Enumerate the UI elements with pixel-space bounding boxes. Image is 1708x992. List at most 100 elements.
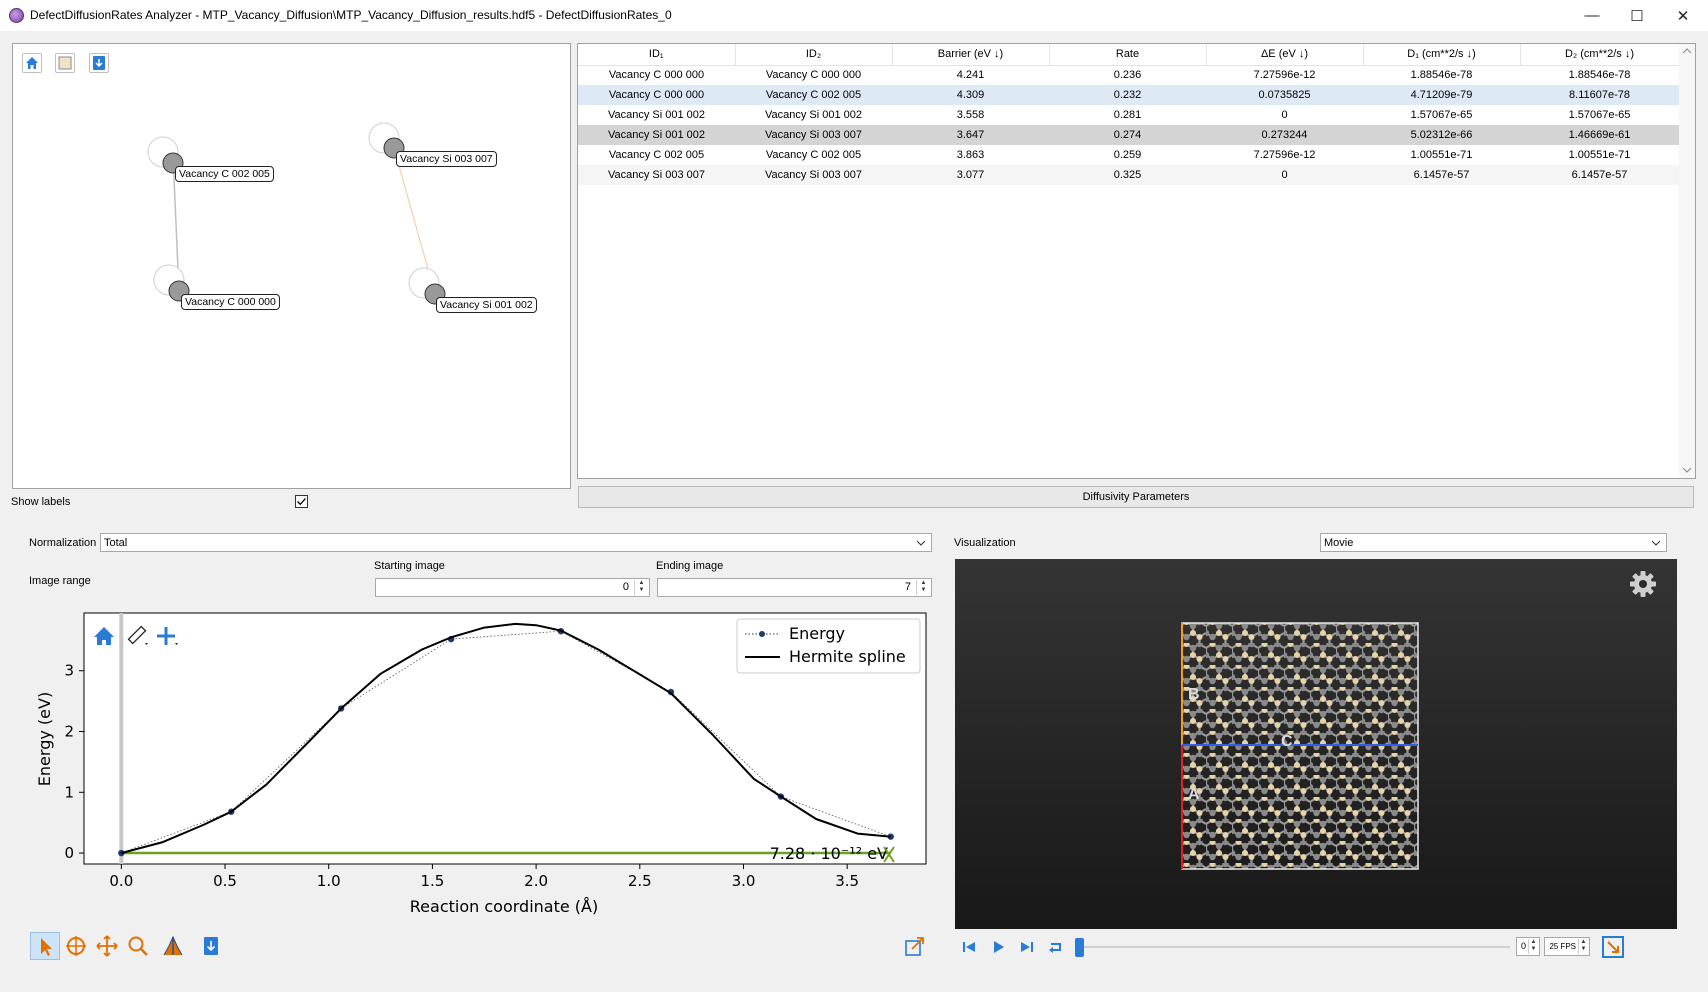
table-cell: 5.02312e-66 <box>1363 125 1520 145</box>
axis-a-label: A <box>1188 786 1200 803</box>
export-movie-icon[interactable] <box>1601 935 1625 959</box>
plot-toolbar[interactable] <box>94 625 178 645</box>
table-row[interactable]: Vacancy Si 001 002 Vacancy Si 001 002 3.55… <box>578 105 1679 125</box>
defect-graph-panel[interactable]: Vacancy C 002 005 Vacancy C 000 000 Vaca… <box>12 43 571 489</box>
table-cell: 1.88546e-78 <box>1410 69 1473 82</box>
table-cell: 8.11607e-78 <box>1520 85 1679 105</box>
table-row[interactable]: Vacancy Si 003 007 Vacancy Si 003 007 3.07… <box>578 165 1679 185</box>
diffusivity-parameters-button[interactable]: Diffusivity Parameters <box>578 486 1694 508</box>
image-range-label: Image range <box>29 575 91 587</box>
close-button[interactable]: ✕ <box>1676 7 1690 25</box>
zoom-icon[interactable] <box>126 934 150 958</box>
table-cell: Vacancy Si 003 007 <box>735 125 892 145</box>
timeline-track[interactable] <box>1075 946 1510 948</box>
chart-legend: Energy Hermite spline <box>736 618 921 674</box>
node-label: Vacancy C 000 000 <box>181 294 280 310</box>
normalization-select[interactable]: Total <box>100 533 932 552</box>
table-scrollbar[interactable] <box>1679 44 1695 478</box>
table-cell: 4.309 <box>892 85 1049 105</box>
show-labels-label: Show labels <box>11 496 71 508</box>
table-cell: 1.57067e-65 <box>1568 109 1631 121</box>
table-row[interactable]: Vacancy C 000 000 Vacancy C 002 005 4.309 0… <box>578 85 1679 105</box>
spin-arrows-icon[interactable]: ▲ ▼ <box>634 580 648 595</box>
table-cell: 0 <box>1206 165 1363 185</box>
spin-arrows-icon[interactable]: ▲ ▼ <box>916 580 930 595</box>
frame-value: 0 <box>1520 941 1526 951</box>
table-cell: 6.1457e-57 <box>1520 165 1679 185</box>
peak-icon[interactable] <box>162 934 186 958</box>
scroll-up-icon[interactable] <box>1682 47 1692 55</box>
chevron-down-icon <box>1651 540 1661 546</box>
minimize-button[interactable]: — <box>1584 7 1600 24</box>
table-cell: 1.00551e-71 <box>1410 149 1473 161</box>
home-icon[interactable] <box>22 53 42 73</box>
move-icon[interactable] <box>95 934 119 958</box>
defect-graph[interactable] <box>13 44 570 488</box>
table-cell: 0.273244 <box>1206 125 1363 145</box>
visualization-value: Movie <box>1324 536 1354 549</box>
checkmark-icon <box>297 498 306 506</box>
scroll-down-icon[interactable] <box>1682 466 1692 474</box>
ruler-icon[interactable] <box>127 625 148 645</box>
export-icon[interactable] <box>89 53 109 73</box>
export-icon[interactable] <box>199 934 223 958</box>
table-cell: 0 <box>1281 109 1288 121</box>
gear-icon[interactable] <box>1628 569 1658 599</box>
column-header[interactable]: ID₂ <box>735 44 893 66</box>
axis-b-label: B <box>1188 686 1200 703</box>
visualization-select[interactable]: Movie <box>1320 533 1667 552</box>
crystal-structure[interactable] <box>1180 621 1420 871</box>
endpoint-marker-icon <box>883 846 895 863</box>
table-cell: 6.1457e-57 <box>1363 165 1520 185</box>
table-cell: Vacancy Si 003 007 <box>735 165 892 185</box>
show-labels-checkbox[interactable] <box>295 495 308 508</box>
spin-arrows-icon[interactable]: ▲ ▼ <box>1578 939 1588 954</box>
table-cell: 7.27596e-12 <box>1253 69 1316 82</box>
home-icon[interactable] <box>94 627 114 645</box>
frame-icon[interactable] <box>55 53 75 73</box>
ending-image-spinbox[interactable]: 7 ▲ ▼ <box>657 578 932 597</box>
play-icon[interactable] <box>989 938 1007 956</box>
y-tick-label: 0 <box>64 844 74 862</box>
x-tick-label: 3.0 <box>732 872 756 890</box>
table-cell: 1.46669e-61 <box>1520 125 1679 145</box>
legend-spline-label: Hermite spline <box>789 647 906 666</box>
column-header[interactable]: Rate <box>1049 44 1207 66</box>
add-icon[interactable] <box>157 627 178 645</box>
starting-image-spinbox[interactable]: 0 ▲ ▼ <box>375 578 650 597</box>
fps-spinbox[interactable]: 25 FPS ▲ ▼ <box>1544 937 1590 956</box>
spin-arrows-icon[interactable]: ▲ ▼ <box>1528 939 1538 954</box>
column-header[interactable]: ΔE (eV ↓) <box>1206 44 1364 66</box>
table-cell: 0.274 <box>1049 125 1206 145</box>
column-header[interactable]: D₁ (cm**2/s ↓) <box>1363 44 1521 66</box>
table-cell: 1.00551e-71 <box>1568 149 1631 161</box>
table-header-row: ID₁ ID₂ Barrier (eV ↓) Rate ΔE (eV ↓) D₁… <box>578 44 1680 66</box>
table-cell: 3.558 <box>956 109 985 121</box>
table-row[interactable]: Vacancy C 002 005 Vacancy C 002 005 3.863 0… <box>578 145 1679 165</box>
maximize-button[interactable]: ☐ <box>1630 7 1644 25</box>
diffusion-rates-table-panel[interactable]: ID₁ ID₂ Barrier (eV ↓) Rate ΔE (eV ↓) D₁… <box>577 43 1696 479</box>
popout-icon[interactable] <box>903 934 927 958</box>
loop-icon[interactable] <box>1047 938 1065 956</box>
column-header[interactable]: D₂ (cm**2/s ↓) <box>1520 44 1680 66</box>
table-cell: 1.57067e-65 <box>1410 109 1473 121</box>
starting-image-value: 0 <box>622 581 629 593</box>
structure-viewer[interactable]: B A C <box>955 559 1677 929</box>
timeline-handle[interactable] <box>1075 938 1084 957</box>
skip-end-icon[interactable] <box>1018 938 1036 956</box>
frame-spinbox[interactable]: 0 ▲ ▼ <box>1516 937 1540 956</box>
y-axis-label: Energy (eV) <box>35 692 54 786</box>
y-tick-label: 3 <box>64 662 74 680</box>
column-header[interactable]: ID₁ <box>578 44 736 66</box>
table-cell: 3.647 <box>892 125 1049 145</box>
crosshair-icon[interactable] <box>64 934 88 958</box>
skip-start-icon[interactable] <box>960 938 978 956</box>
x-tick-label: 3.5 <box>835 872 859 890</box>
pointer-tool-button[interactable] <box>30 932 60 960</box>
column-header[interactable]: Barrier (eV ↓) <box>892 44 1050 66</box>
diffusion-rates-table[interactable]: ID₁ ID₂ Barrier (eV ↓) Rate ΔE (eV ↓) D₁… <box>578 44 1680 185</box>
table-row-selected[interactable]: Vacancy Si 001 002 Vacancy Si 003 007 3.64… <box>578 125 1679 145</box>
table-row[interactable]: Vacancy C 000 000 Vacancy C 000 000 4.241 0… <box>578 65 1679 85</box>
x-tick-label: 0.0 <box>109 872 133 890</box>
energy-profile-chart[interactable]: 0.0 0.5 1.0 1.5 2.0 2.5 3.0 3.5 0 1 2 3 Reaction c… <box>18 610 944 920</box>
